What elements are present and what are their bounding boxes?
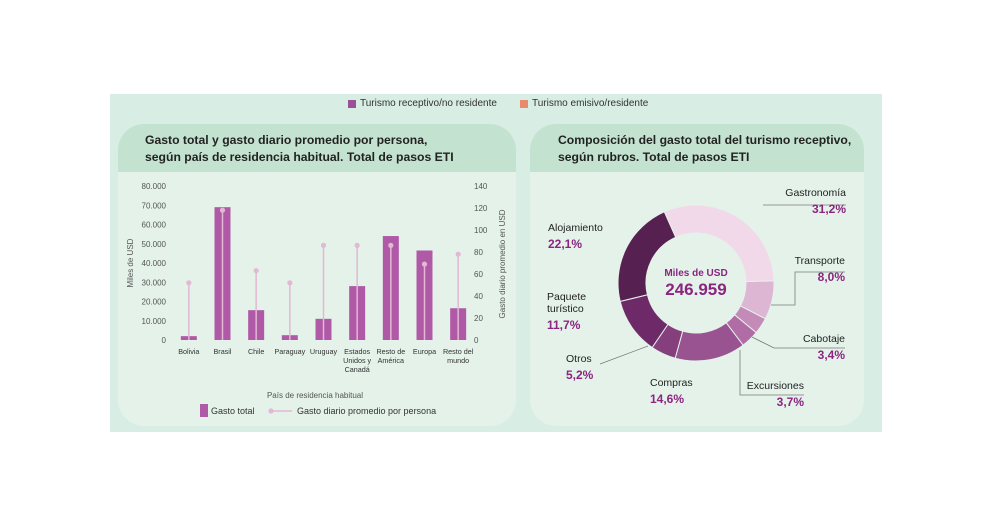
legend-receptivo: Turismo receptivo/no residente: [348, 98, 497, 109]
donut-chart-title: Composición del gasto total del turismo …: [558, 132, 851, 166]
bar-chart-title: Gasto total y gasto diario promedio por …: [145, 132, 454, 166]
donut-chart-card-header: [530, 124, 864, 172]
donut-chart-title-line2: según rubros. Total de pasos ETI: [558, 150, 750, 164]
bar-chart-title-line2: según país de residencia habitual. Total…: [145, 150, 454, 164]
legend-emisivo-swatch: [520, 99, 528, 108]
legend-receptivo-label: Turismo receptivo/no residente: [360, 98, 497, 109]
donut-chart-title-line1: Composición del gasto total del turismo …: [558, 133, 852, 147]
legend-emisivo: Turismo emisivo/residente: [520, 98, 648, 109]
legend-emisivo-label: Turismo emisivo/residente: [532, 98, 649, 109]
bar-chart-card: Gasto total y gasto diario promedio por …: [118, 124, 516, 426]
bar-chart-card-header: [118, 124, 516, 172]
legend-receptivo-swatch: [348, 99, 356, 108]
donut-chart-card: Composición del gasto total del turismo …: [530, 124, 864, 426]
infographic-panel: Turismo receptivo/no residente Turismo e…: [110, 94, 882, 432]
bar-chart-title-line1: Gasto total y gasto diario promedio por …: [145, 133, 428, 147]
